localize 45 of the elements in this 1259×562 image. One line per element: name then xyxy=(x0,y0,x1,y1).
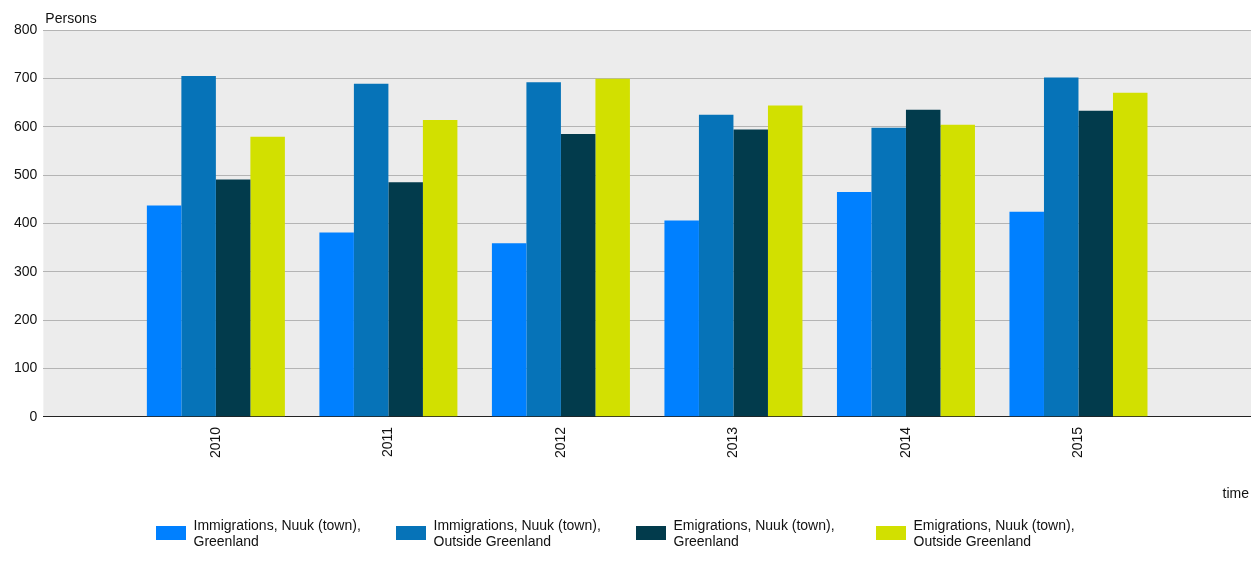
x-tick-label: 2010 xyxy=(206,426,223,459)
bar xyxy=(836,192,872,417)
x-tick-label: 2013 xyxy=(724,426,741,459)
bar xyxy=(767,105,803,417)
bar xyxy=(491,243,527,417)
bar xyxy=(1043,77,1079,417)
legend-label: Immigrations, Nuuk (town), Greenland xyxy=(193,517,362,549)
y-tick-label: 0 xyxy=(29,407,38,424)
bar xyxy=(422,119,458,417)
y-tick-label: 200 xyxy=(14,311,38,327)
bar xyxy=(181,75,216,417)
bar xyxy=(1009,211,1044,417)
bar xyxy=(319,232,354,417)
y-tick-label: 100 xyxy=(14,359,38,376)
bar xyxy=(146,205,182,417)
legend-label: Emigrations, Nuuk (town), Outside Greenland xyxy=(913,517,1076,549)
bar xyxy=(698,114,734,417)
legend-label: Immigrations, Nuuk (town), Outside Greenland xyxy=(433,517,602,549)
bar xyxy=(388,182,423,417)
bar xyxy=(664,220,699,417)
bar xyxy=(871,127,906,417)
bar xyxy=(1078,110,1113,417)
x-axis-title: time xyxy=(1222,484,1250,501)
x-tick-label: 2014 xyxy=(896,426,913,459)
bar xyxy=(940,124,975,417)
y-tick-label: 600 xyxy=(14,117,38,134)
bar xyxy=(1112,92,1148,417)
bar xyxy=(905,109,941,417)
y-tick-label: 700 xyxy=(14,69,38,86)
x-tick-label: 2012 xyxy=(551,426,568,459)
y-tick-label: 500 xyxy=(14,165,38,182)
bar xyxy=(526,82,561,417)
x-tick-label: 2011 xyxy=(379,426,396,457)
bar xyxy=(215,179,251,417)
x-tick-label: 2015 xyxy=(1069,426,1086,459)
bar xyxy=(250,136,285,417)
bar xyxy=(560,133,596,417)
y-tick-label: 800 xyxy=(14,20,38,37)
bar xyxy=(733,129,768,417)
bar xyxy=(353,83,389,417)
y-tick-label: 400 xyxy=(14,214,38,231)
legend-label: Emigrations, Nuuk (town), Greenland xyxy=(673,517,836,549)
y-tick-label: 300 xyxy=(14,262,38,279)
bar xyxy=(595,78,630,417)
y-axis-title: Persons xyxy=(45,9,97,26)
